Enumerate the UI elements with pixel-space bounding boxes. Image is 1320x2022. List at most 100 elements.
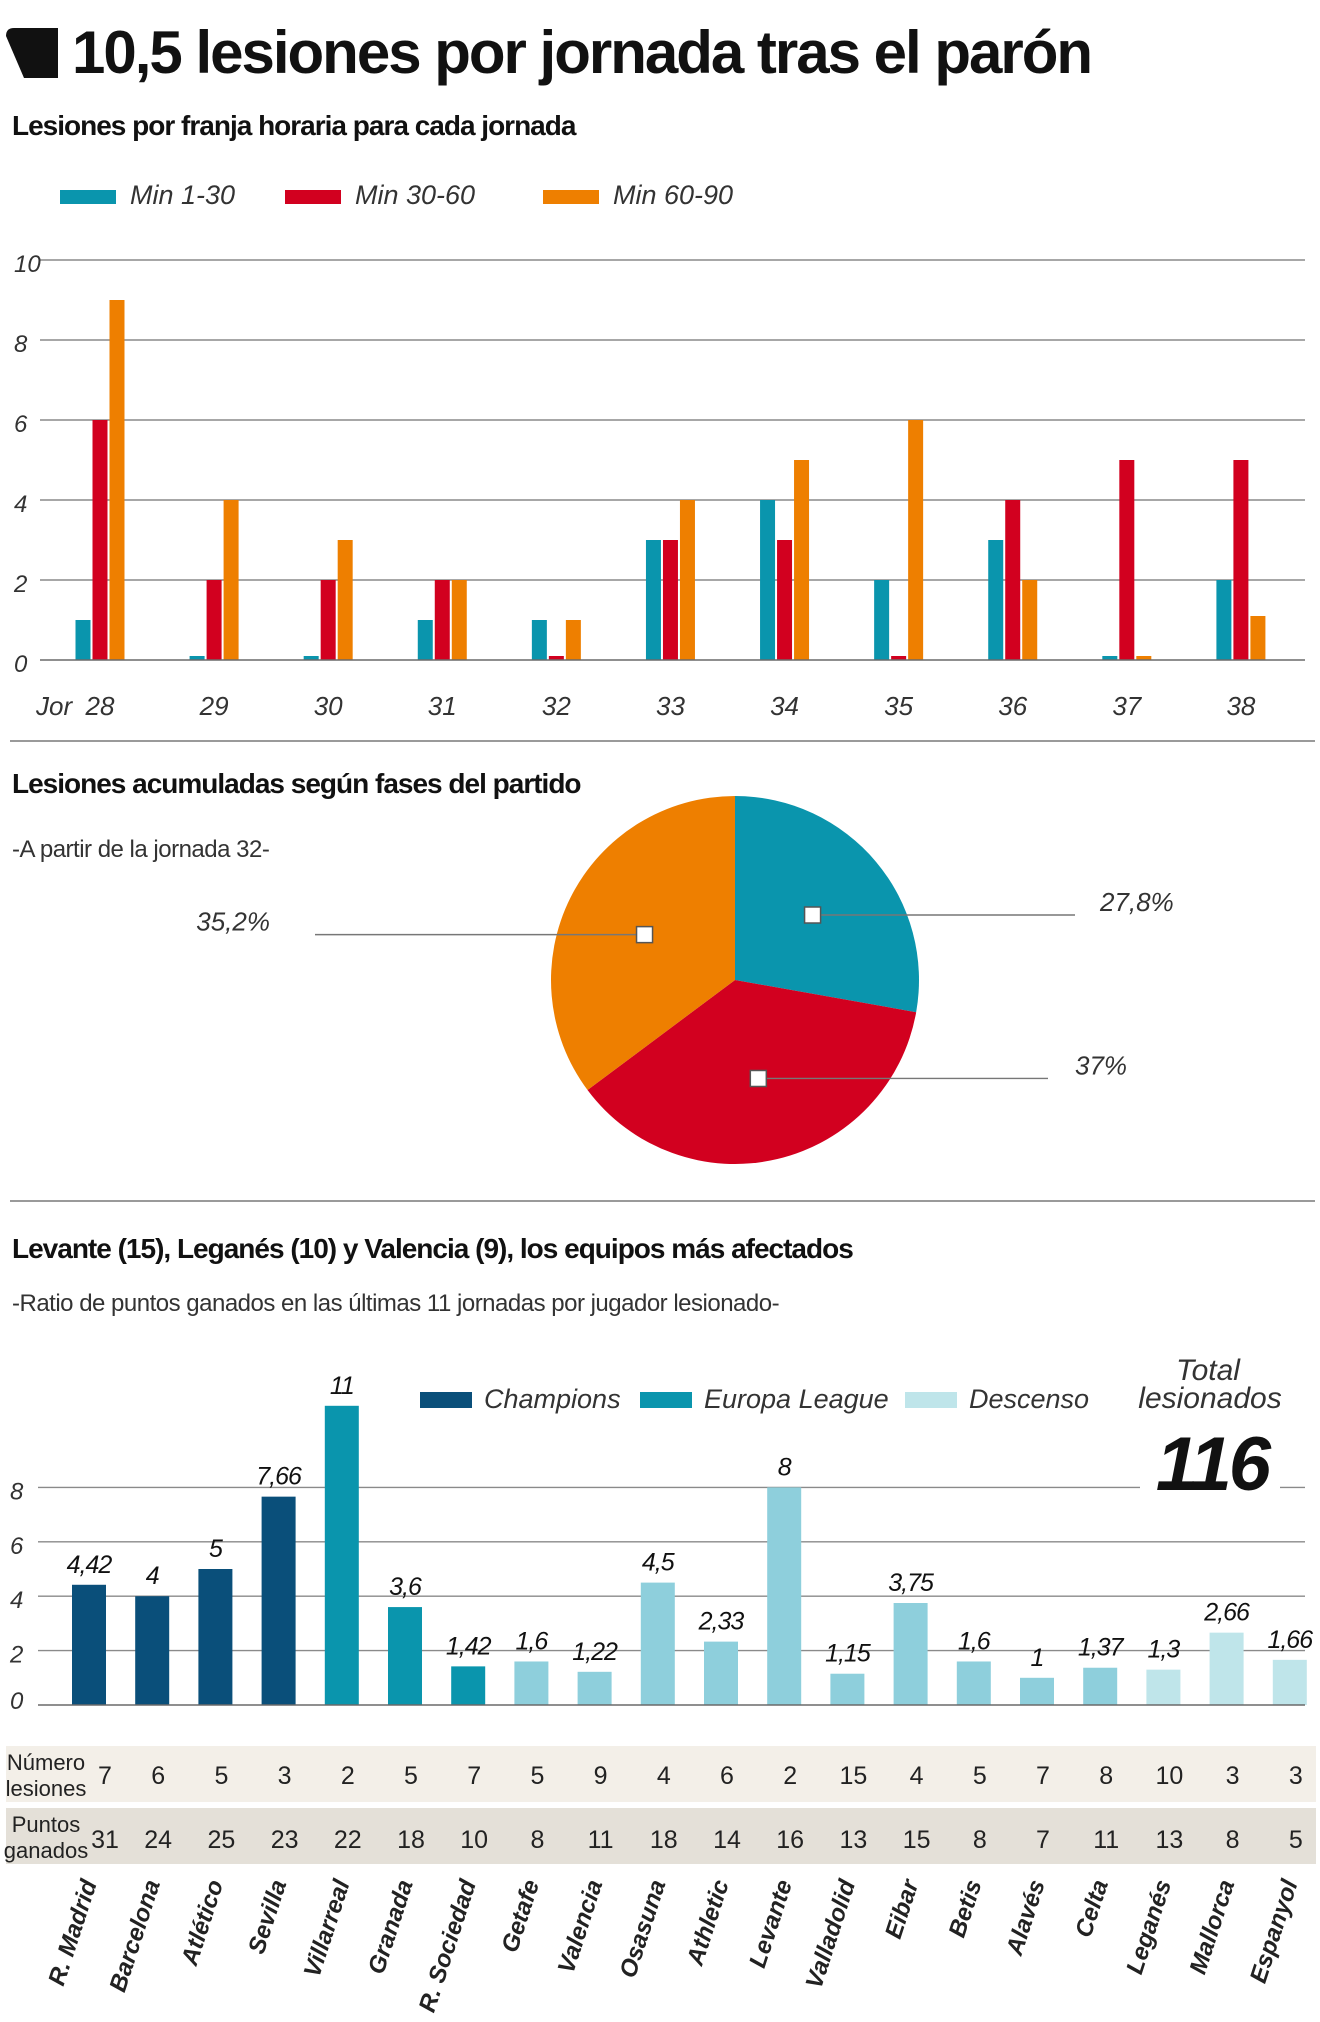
- bar: [320, 580, 336, 660]
- bar: [303, 656, 319, 660]
- data-label: 1,37: [1078, 1634, 1125, 1662]
- bar: [223, 500, 239, 660]
- puntos-cell: 14: [713, 1826, 741, 1854]
- team-name: R. Sociedad: [414, 1875, 483, 2015]
- legend-label: Descenso: [969, 1384, 1089, 1414]
- x-axis-label: Jor: [35, 691, 73, 721]
- puntos-cell: 8: [530, 1826, 544, 1854]
- bar: [1005, 500, 1021, 660]
- bar: [679, 500, 695, 660]
- row-label: lesiones: [6, 1776, 87, 1801]
- lesiones-cell: 10: [1155, 1762, 1183, 1790]
- bar: [760, 500, 776, 660]
- puntos-cell: 8: [1226, 1826, 1240, 1854]
- legend-label: Champions: [484, 1384, 621, 1414]
- puntos-cell: 18: [397, 1826, 425, 1854]
- team-name: Mallorca: [1185, 1877, 1241, 1978]
- row-label: Número: [7, 1750, 85, 1775]
- lesiones-cell: 3: [1226, 1762, 1240, 1790]
- y-tick-label: 6: [14, 411, 28, 438]
- puntos-cell: 16: [776, 1826, 804, 1854]
- data-label: 1,15: [825, 1640, 871, 1668]
- legend-swatch: [905, 1392, 957, 1408]
- total-backdrop: [1140, 1340, 1280, 1510]
- row-label: ganados: [4, 1838, 88, 1863]
- legend-label: Min 60-90: [613, 180, 733, 210]
- table-row-bg: [6, 1808, 1316, 1864]
- data-label: 11: [330, 1372, 354, 1400]
- y-tick-label: 4: [14, 491, 27, 518]
- lesiones-cell: 2: [341, 1762, 355, 1790]
- table-row-bg: [6, 1746, 1316, 1802]
- lesiones-cell: 7: [98, 1762, 112, 1790]
- bar: [891, 656, 907, 660]
- team-name: Barcelona: [104, 1877, 166, 1996]
- puntos-cell: 22: [334, 1826, 362, 1854]
- bar: [206, 580, 222, 660]
- x-tick-label: 33: [656, 691, 685, 721]
- bar: [388, 1607, 422, 1705]
- bar: [189, 656, 205, 660]
- section-divider: [10, 740, 1315, 742]
- bar: [577, 1671, 612, 1705]
- y-tick-label: 10: [14, 251, 41, 278]
- team-name: Athletic: [682, 1877, 735, 1970]
- data-label: 4: [146, 1562, 159, 1590]
- puntos-cell: 18: [650, 1826, 678, 1854]
- x-tick-label: 35: [884, 691, 913, 721]
- slice-label: 35,2%: [196, 907, 270, 937]
- chart2-subtitle: -A partir de la jornada 32-: [12, 836, 270, 863]
- bar: [198, 1569, 233, 1705]
- data-label: 1: [1031, 1644, 1044, 1672]
- puntos-cell: 25: [207, 1826, 235, 1854]
- bar: [75, 620, 91, 660]
- team-name: Osasuna: [614, 1877, 671, 1982]
- puntos-cell: 31: [91, 1826, 119, 1854]
- x-tick-label: 30: [314, 691, 343, 721]
- bar: [645, 540, 661, 660]
- bar: [1083, 1667, 1118, 1705]
- puntos-cell: 13: [1155, 1826, 1183, 1854]
- legend-label: Europa League: [704, 1384, 889, 1414]
- lesiones-cell: 5: [214, 1762, 228, 1790]
- y-tick-label: 0: [10, 1688, 24, 1715]
- lesiones-cell: 8: [1099, 1762, 1113, 1790]
- puntos-cell: 10: [460, 1826, 488, 1854]
- bar: [109, 300, 125, 660]
- lesiones-cell: 4: [910, 1762, 924, 1790]
- data-label: 2,33: [698, 1608, 745, 1636]
- y-tick-label: 6: [10, 1533, 24, 1560]
- team-name: Espanyol: [1245, 1875, 1304, 1986]
- chart2-svg: 27,8% 37% 35,2%: [196, 796, 1174, 1165]
- bar: [988, 540, 1004, 660]
- bar: [72, 1584, 106, 1705]
- bar: [1119, 460, 1135, 660]
- bar: [451, 580, 467, 660]
- data-label: 5: [209, 1535, 223, 1563]
- bar: [830, 1673, 865, 1705]
- bar: [777, 540, 793, 660]
- data-label: 1,42: [446, 1632, 492, 1660]
- lesiones-cell: 5: [530, 1762, 544, 1790]
- bar: [908, 420, 924, 660]
- total-label: Total: [1176, 1354, 1241, 1387]
- bar: [794, 460, 810, 660]
- bar: [261, 1496, 296, 1705]
- x-tick-label: 29: [199, 691, 229, 721]
- bar: [531, 620, 547, 660]
- y-tick-label: 2: [9, 1642, 23, 1669]
- bar: [514, 1661, 549, 1705]
- chart3-subtitle: -Ratio de puntos ganados en las últimas …: [12, 1290, 780, 1317]
- team-name: Villarreal: [299, 1875, 356, 1980]
- lesiones-cell: 9: [594, 1762, 608, 1790]
- legend-swatch: [543, 190, 599, 204]
- bar: [1272, 1659, 1307, 1705]
- chart2-title: Lesiones acumuladas según fases del part…: [12, 768, 582, 799]
- data-label: 2,66: [1203, 1599, 1250, 1627]
- callout-marker: [749, 1069, 768, 1088]
- bar: [1250, 616, 1266, 660]
- bar: [337, 540, 353, 660]
- data-label: 1,22: [572, 1638, 618, 1666]
- bar: [434, 580, 450, 660]
- callout-marker: [635, 925, 654, 944]
